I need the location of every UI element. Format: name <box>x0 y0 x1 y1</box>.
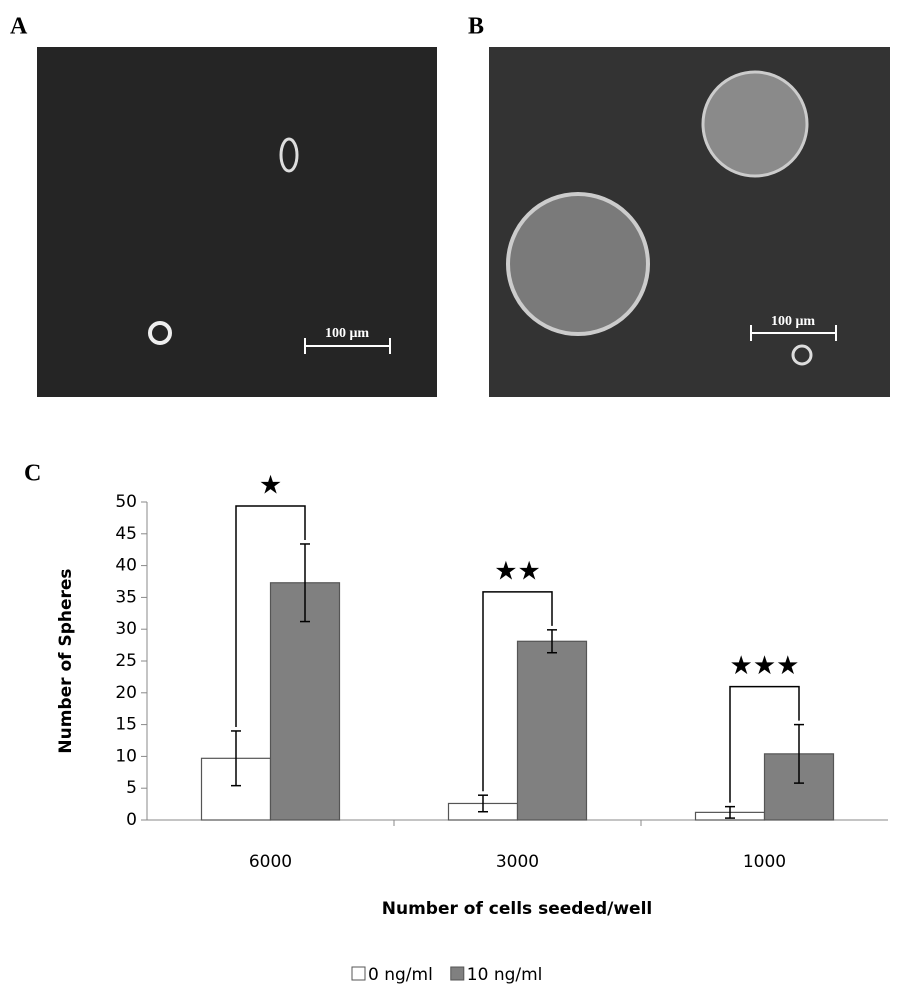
significance-bracket <box>235 505 306 727</box>
y-tick-label: 30 <box>115 619 137 639</box>
legend-swatch <box>450 966 465 981</box>
significance-stars: ★★ <box>494 556 541 586</box>
y-tick-label: 10 <box>115 746 137 766</box>
y-tick-label: 0 <box>126 810 137 830</box>
y-tick-label: 15 <box>115 715 137 735</box>
micrograph <box>37 47 437 397</box>
y-axis-title: Number of Spheres <box>56 568 76 753</box>
cell <box>791 344 813 366</box>
significance-bracket <box>729 685 800 803</box>
y-tick-label: 45 <box>115 524 137 544</box>
legend-label: 10 ng/ml <box>467 965 543 985</box>
sphere <box>701 70 809 178</box>
significance-stars: ★★★ <box>730 651 800 681</box>
legend-swatch <box>351 966 366 981</box>
panel-label: B <box>468 14 484 40</box>
panel-label: C <box>24 461 41 487</box>
y-tick-label: 25 <box>115 651 137 671</box>
cell <box>279 137 299 173</box>
legend-label: 0 ng/ml <box>368 965 433 985</box>
y-tick-label: 40 <box>115 556 137 576</box>
y-tick-label: 20 <box>115 683 137 703</box>
significance-bracket <box>482 591 553 792</box>
y-tick-label: 50 <box>115 492 137 512</box>
y-tick-label: 5 <box>126 778 137 798</box>
scale-label: 100 μm <box>771 314 815 329</box>
x-tick-label: 1000 <box>743 852 786 872</box>
x-tick-label: 3000 <box>496 852 539 872</box>
y-tick-label: 35 <box>115 587 137 607</box>
bar <box>516 640 588 821</box>
panel-label: A <box>10 14 28 40</box>
x-axis-title: Number of cells seeded/well <box>382 899 652 919</box>
sphere <box>506 192 650 336</box>
x-tick-label: 6000 <box>249 852 292 872</box>
scale-label: 100 μm <box>325 326 369 341</box>
cell <box>148 321 172 345</box>
significance-stars: ★ <box>259 470 282 500</box>
